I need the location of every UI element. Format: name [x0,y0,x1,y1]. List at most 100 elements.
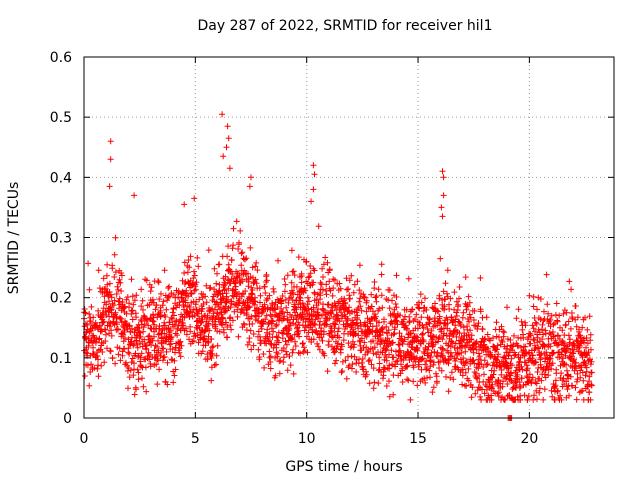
data-point [127,339,134,346]
data-point [211,306,218,313]
data-point [507,337,514,343]
data-point [297,295,304,302]
data-point [529,374,536,381]
data-point [392,301,399,307]
data-point [96,335,103,342]
data-point [311,289,318,296]
data-point [140,328,147,335]
data-point [503,373,510,380]
data-point [263,312,270,319]
data-point [269,313,275,320]
data-point [462,369,469,376]
data-point [383,323,390,330]
data-point [444,316,451,323]
data-point [521,392,528,399]
data-point [282,281,289,288]
data-point [390,331,397,338]
data-point [452,322,459,329]
data-point [185,293,191,300]
data-point [543,271,550,278]
data-point [86,382,93,389]
data-point [326,266,333,273]
data-point [450,376,457,383]
data-point [377,341,384,348]
data-point [241,256,248,263]
data-point [426,367,433,374]
data-point [573,378,580,385]
data-point [328,304,335,311]
data-point [269,334,276,341]
data-point [187,253,194,260]
data-point [158,349,164,356]
data-point [216,328,223,335]
data-point [537,361,544,368]
data-point [299,300,306,307]
data-point [368,361,375,368]
data-point [213,352,220,359]
data-point [152,306,159,313]
data-point [153,361,160,368]
data-point [87,318,94,325]
data-point [398,361,404,368]
data-point [140,306,146,313]
data-point [582,360,589,367]
data-point [185,257,192,264]
data-point [326,278,333,285]
data-point [112,269,119,276]
data-point [457,323,464,329]
data-point [210,343,217,350]
data-point [435,335,442,342]
data-point [177,338,184,345]
data-point [163,306,170,313]
data-point [441,303,448,310]
data-point [310,279,317,286]
data-point [357,303,364,310]
x-tick-label: 20 [520,431,538,447]
data-point [429,389,436,396]
data-point [465,365,472,372]
data-point [102,327,109,333]
data-point [317,318,324,325]
data-point [186,264,193,271]
data-point [471,308,478,314]
data-point [279,293,286,299]
data-point [342,299,349,306]
data-point [171,357,178,364]
data-point [170,291,177,298]
data-point [503,360,510,366]
data-point [375,335,382,342]
data-point [243,255,250,262]
data-point [397,347,404,354]
data-point [214,310,221,317]
data-point [186,304,193,310]
data-point [161,353,168,360]
data-point [398,333,405,340]
data-point [295,327,302,334]
data-point [567,349,574,356]
data-point [126,322,133,329]
data-point [517,383,524,390]
data-point [156,366,163,373]
data-point [570,340,577,347]
data-point [155,278,161,284]
data-point [107,138,114,145]
data-point [373,293,380,300]
data-point [304,349,311,356]
data-point [372,294,379,301]
data-point [254,267,261,274]
data-point [284,272,291,279]
data-point [433,378,440,385]
data-point [169,309,176,316]
data-point [384,343,391,350]
data-point [230,242,237,249]
data-point [529,322,536,329]
data-point [317,292,324,299]
data-point [442,280,449,287]
data-point [356,298,363,305]
data-point [138,303,145,310]
data-point [326,315,333,322]
data-point [285,299,292,306]
data-point [389,311,396,318]
data-point [293,306,300,313]
data-point [128,308,135,314]
